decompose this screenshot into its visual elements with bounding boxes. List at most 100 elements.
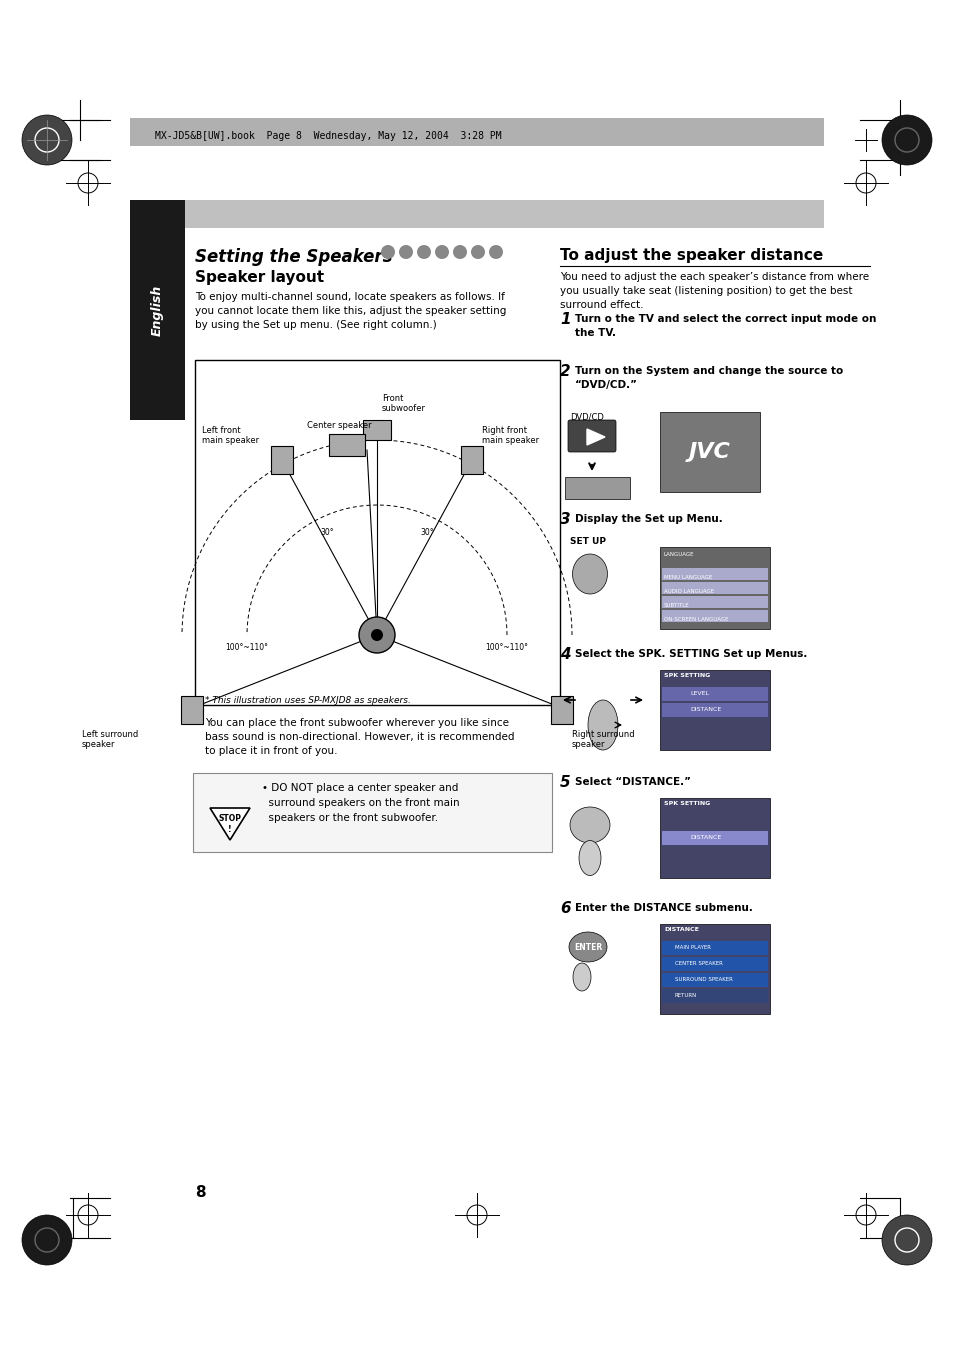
Text: STOP
!: STOP ! — [218, 815, 241, 834]
Ellipse shape — [568, 932, 606, 962]
Text: Right front
main speaker: Right front main speaker — [481, 426, 538, 444]
Text: MENU LANGUAGE: MENU LANGUAGE — [663, 576, 712, 580]
Bar — [659, 670, 769, 750]
Circle shape — [380, 245, 395, 259]
Text: JVC: JVC — [688, 442, 730, 462]
Text: 100°~110°: 100°~110° — [485, 643, 528, 653]
Bar — [661, 989, 767, 1002]
Text: •: • — [194, 717, 202, 731]
Text: SPK SETTING: SPK SETTING — [663, 801, 710, 807]
Text: DISTANCE: DISTANCE — [689, 707, 720, 712]
Polygon shape — [586, 430, 604, 444]
FancyBboxPatch shape — [329, 434, 365, 457]
Text: To enjoy multi-channel sound, locate speakers as follows. If
you cannot locate t: To enjoy multi-channel sound, locate spe… — [194, 292, 506, 330]
Text: To adjust the speaker distance: To adjust the speaker distance — [559, 249, 822, 263]
Text: LANGUAGE: LANGUAGE — [663, 553, 694, 557]
Circle shape — [22, 115, 71, 165]
FancyBboxPatch shape — [193, 773, 552, 852]
Ellipse shape — [587, 700, 618, 750]
Bar — [185, 200, 823, 228]
Text: 8: 8 — [194, 1185, 206, 1200]
Bar — [659, 412, 760, 492]
FancyBboxPatch shape — [181, 696, 203, 724]
Bar — [661, 582, 767, 594]
Text: You can place the front subwoofer wherever you like since
bass sound is non-dire: You can place the front subwoofer wherev… — [205, 717, 514, 757]
FancyBboxPatch shape — [567, 420, 616, 453]
Bar — [564, 477, 629, 499]
Circle shape — [435, 245, 449, 259]
Bar — [661, 703, 767, 717]
Circle shape — [371, 630, 382, 640]
FancyBboxPatch shape — [460, 446, 482, 474]
Text: 100°~110°: 100°~110° — [225, 643, 268, 653]
Text: Left surround
speaker: Left surround speaker — [82, 730, 138, 750]
Text: DISTANCE: DISTANCE — [663, 927, 699, 932]
Text: 30°: 30° — [320, 528, 334, 536]
Text: Turn on the System and change the source to
“DVD/CD.”: Turn on the System and change the source… — [575, 366, 842, 390]
Text: Left front
main speaker: Left front main speaker — [202, 426, 259, 444]
Text: Select “DISTANCE.”: Select “DISTANCE.” — [575, 777, 690, 788]
Circle shape — [882, 1215, 931, 1265]
Text: DISTANCE: DISTANCE — [689, 835, 720, 840]
Text: 2: 2 — [559, 363, 570, 380]
Text: You need to adjust the each speaker’s distance from where
you usually take seat : You need to adjust the each speaker’s di… — [559, 272, 868, 309]
Text: CENTER SPEAKER: CENTER SPEAKER — [675, 961, 722, 966]
Circle shape — [882, 115, 931, 165]
Bar — [661, 567, 767, 580]
Bar — [130, 118, 823, 146]
Bar — [661, 942, 767, 955]
Text: 4: 4 — [559, 647, 570, 662]
FancyBboxPatch shape — [551, 696, 573, 724]
Text: MAIN PLAYER: MAIN PLAYER — [675, 944, 710, 950]
Text: Enter the DISTANCE submenu.: Enter the DISTANCE submenu. — [575, 902, 752, 913]
Bar — [130, 200, 185, 420]
Circle shape — [471, 245, 484, 259]
Bar — [661, 973, 767, 988]
Bar — [659, 924, 769, 1015]
Circle shape — [416, 245, 431, 259]
FancyBboxPatch shape — [363, 420, 391, 440]
Text: Display the Set up Menu.: Display the Set up Menu. — [575, 513, 722, 524]
Bar — [661, 831, 767, 844]
FancyBboxPatch shape — [271, 446, 293, 474]
Text: ENTER: ENTER — [574, 943, 601, 951]
Text: SURROUND SPEAKER: SURROUND SPEAKER — [675, 977, 732, 982]
Text: English: English — [151, 284, 163, 335]
Text: LEVEL: LEVEL — [689, 690, 708, 696]
Bar — [659, 547, 769, 630]
Bar — [661, 611, 767, 621]
Text: Right surround
speaker: Right surround speaker — [572, 730, 634, 750]
Ellipse shape — [569, 807, 609, 843]
Ellipse shape — [572, 554, 607, 594]
Text: 1: 1 — [559, 312, 570, 327]
Text: 6: 6 — [559, 901, 570, 916]
Text: Setting the Speakers: Setting the Speakers — [194, 249, 392, 266]
Bar — [661, 688, 767, 701]
Bar — [661, 596, 767, 608]
FancyArrowPatch shape — [630, 697, 640, 703]
Text: 30°: 30° — [419, 528, 434, 536]
Text: SPK SETTING: SPK SETTING — [663, 673, 710, 678]
Text: * This illustration uses SP-MXJD8 as speakers.: * This illustration uses SP-MXJD8 as spe… — [205, 696, 411, 705]
Text: MX-JD5&B[UW].book  Page 8  Wednesday, May 12, 2004  3:28 PM: MX-JD5&B[UW].book Page 8 Wednesday, May … — [154, 131, 501, 141]
Text: SUBTITLE: SUBTITLE — [663, 603, 689, 608]
Text: DVD/CD: DVD/CD — [569, 412, 603, 422]
Text: 3: 3 — [559, 512, 570, 527]
Bar — [194, 359, 559, 705]
Text: Turn o the TV and select the correct input mode on
the TV.: Turn o the TV and select the correct inp… — [575, 313, 876, 338]
FancyArrowPatch shape — [564, 697, 575, 703]
Text: • DO NOT place a center speaker and
  surround speakers on the front main
  spea: • DO NOT place a center speaker and surr… — [262, 784, 459, 823]
Polygon shape — [210, 808, 250, 840]
Ellipse shape — [578, 840, 600, 875]
Text: Front
subwoofer: Front subwoofer — [381, 393, 426, 413]
Circle shape — [398, 245, 413, 259]
Circle shape — [358, 617, 395, 653]
Ellipse shape — [573, 963, 590, 992]
Text: SET UP: SET UP — [569, 536, 605, 546]
Circle shape — [22, 1215, 71, 1265]
Text: 5: 5 — [559, 775, 570, 790]
Bar — [661, 957, 767, 971]
Bar — [659, 798, 769, 878]
Circle shape — [489, 245, 502, 259]
Text: AUDIO LANGUAGE: AUDIO LANGUAGE — [663, 589, 714, 594]
